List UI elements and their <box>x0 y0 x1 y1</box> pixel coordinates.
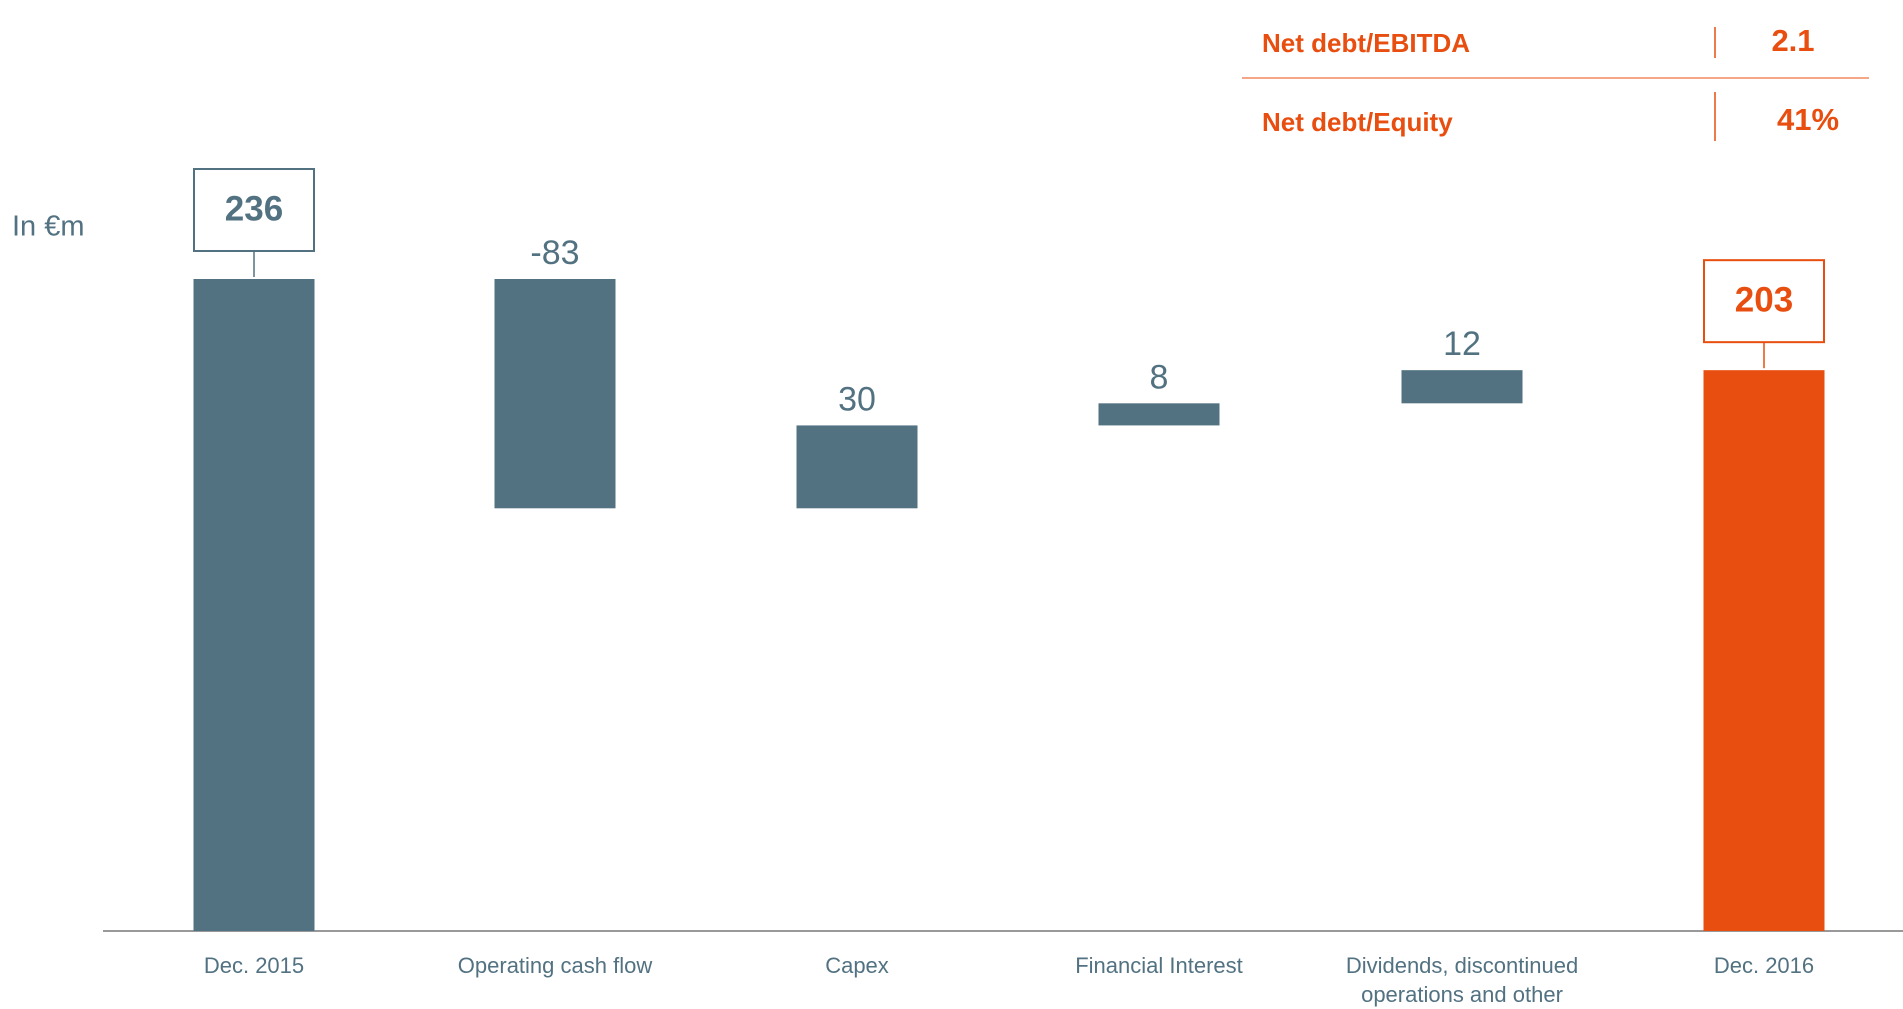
metric-label: Net debt/EBITDA <box>1262 28 1470 58</box>
label-box <box>1703 259 1825 344</box>
bar <box>494 279 616 509</box>
metric-value: 41% <box>1777 102 1839 137</box>
value-label: -83 <box>530 234 579 272</box>
bar <box>193 279 315 931</box>
x-tick-label: Capex <box>825 953 889 978</box>
bar <box>1401 370 1523 404</box>
x-tick-label: Financial Interest <box>1075 953 1243 978</box>
unit-label: In €m <box>12 211 85 243</box>
bar <box>796 425 918 509</box>
value-label: 203 <box>1735 280 1793 319</box>
value-label: 8 <box>1150 358 1169 396</box>
x-tick-label: Dec. 2015 <box>203 953 305 978</box>
metric-value: 2.1 <box>1771 23 1814 58</box>
metric-label: Net debt/Equity <box>1262 107 1453 137</box>
value-label: 30 <box>838 380 876 418</box>
bar <box>1098 403 1220 426</box>
value-label: 12 <box>1443 325 1481 363</box>
value-label: 236 <box>225 189 283 228</box>
x-tick-label: Operating cash flow <box>457 953 653 978</box>
bar <box>1703 370 1825 931</box>
x-tick-label: Dec. 2016 <box>1713 953 1815 978</box>
x-tick-label: Dividends, discontinued operations and o… <box>1345 953 1579 1007</box>
label-box <box>193 168 315 252</box>
